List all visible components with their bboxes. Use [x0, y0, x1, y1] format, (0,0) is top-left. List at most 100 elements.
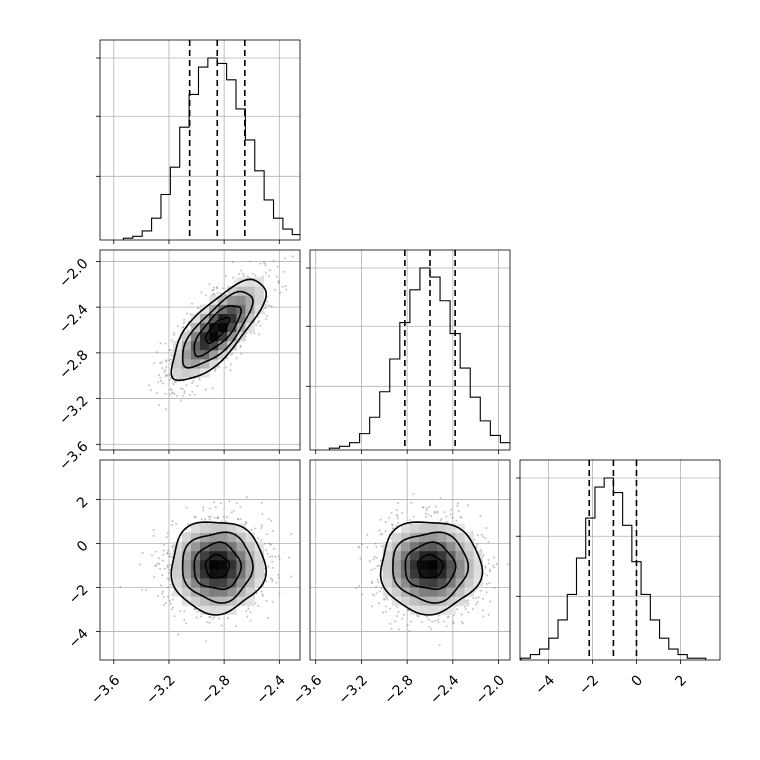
sample-point	[163, 370, 166, 373]
density-cell	[428, 569, 438, 579]
density-cell	[181, 350, 192, 360]
sample-point	[150, 554, 153, 557]
sample-point	[260, 501, 263, 504]
density-cell	[200, 532, 210, 543]
sample-point	[389, 622, 392, 625]
sample-point	[224, 275, 227, 278]
sample-point	[375, 545, 378, 548]
sample-point	[169, 602, 172, 605]
sample-point	[260, 590, 263, 593]
density-cell	[428, 532, 438, 543]
sample-point	[467, 602, 470, 605]
sample-point	[493, 556, 496, 559]
sample-point	[368, 560, 371, 563]
density-cell	[428, 596, 438, 606]
density-cell	[428, 605, 438, 615]
density-cell	[218, 560, 228, 570]
sample-point	[231, 352, 234, 355]
sample-point	[270, 305, 273, 308]
sample-point	[258, 333, 261, 336]
sample-point	[237, 517, 240, 520]
sample-point	[355, 587, 358, 590]
sample-point	[224, 520, 227, 523]
density-cell	[428, 523, 438, 534]
density-cell	[254, 578, 264, 588]
sample-point	[164, 392, 167, 395]
sample-point	[167, 348, 170, 351]
sample-point	[267, 304, 270, 307]
sample-point	[213, 292, 216, 295]
sample-point	[485, 591, 488, 594]
density-cell	[410, 596, 420, 606]
sample-point	[304, 597, 306, 599]
sample-point	[262, 261, 265, 264]
sample-point	[457, 502, 460, 505]
sample-point	[434, 619, 437, 622]
contour-level-3	[170, 521, 268, 616]
density-cell	[227, 550, 237, 561]
sample-point	[161, 559, 164, 562]
sample-point	[270, 519, 273, 522]
density-cell	[245, 322, 255, 333]
density-cell	[190, 560, 201, 570]
panel-frame	[309, 459, 511, 661]
density-cell	[245, 560, 255, 570]
sample-point	[225, 366, 228, 369]
sample-point	[249, 611, 252, 614]
sample-point	[162, 595, 165, 598]
sample-point	[436, 512, 439, 515]
y-tick-label: −2.4	[56, 301, 91, 336]
sample-point	[260, 524, 263, 527]
sample-point	[172, 383, 175, 386]
sample-point	[281, 285, 284, 288]
panel-frame	[99, 39, 301, 241]
sample-point	[266, 314, 269, 317]
density-cell	[254, 560, 264, 570]
x-tick-label: −2.8	[381, 672, 416, 707]
sample-point	[380, 587, 383, 590]
density-cell	[419, 605, 429, 615]
sample-point	[439, 496, 442, 499]
density-cell	[245, 569, 255, 579]
density-cell	[200, 340, 210, 351]
sample-point	[196, 384, 199, 387]
density-cell	[236, 550, 246, 561]
sample-point	[291, 255, 294, 258]
density-cell	[236, 541, 246, 552]
sample-point	[446, 521, 449, 524]
sample-point	[245, 332, 248, 335]
sample-point	[235, 625, 238, 628]
density-cell	[227, 560, 237, 570]
sample-point	[170, 392, 173, 395]
sample-point	[211, 293, 214, 296]
sample-point	[397, 628, 400, 631]
sample-point	[271, 560, 274, 563]
sample-point	[173, 380, 176, 383]
density-cell	[410, 541, 420, 552]
sample-point	[372, 558, 375, 561]
sample-point	[164, 368, 167, 371]
sample-point	[198, 378, 201, 381]
sample-point	[213, 616, 216, 619]
sample-point	[358, 584, 361, 587]
density-cell	[245, 295, 255, 305]
sample-point	[177, 633, 180, 636]
sample-point	[176, 324, 179, 327]
sample-point	[154, 550, 157, 553]
sample-point	[486, 574, 489, 577]
density-cell	[455, 569, 465, 579]
density-cell	[419, 560, 429, 570]
sample-point	[443, 511, 446, 514]
density-cell	[190, 578, 201, 588]
sample-point	[199, 615, 202, 618]
y-tick-label: −3.2	[56, 393, 91, 428]
sample-point	[211, 387, 214, 390]
sample-point	[407, 609, 410, 612]
sample-point	[487, 562, 490, 565]
sample-point	[191, 302, 194, 305]
sample-point	[284, 285, 287, 288]
sample-point	[187, 523, 190, 526]
sample-point	[161, 590, 164, 593]
sample-point	[442, 620, 445, 623]
sample-point	[166, 564, 169, 567]
